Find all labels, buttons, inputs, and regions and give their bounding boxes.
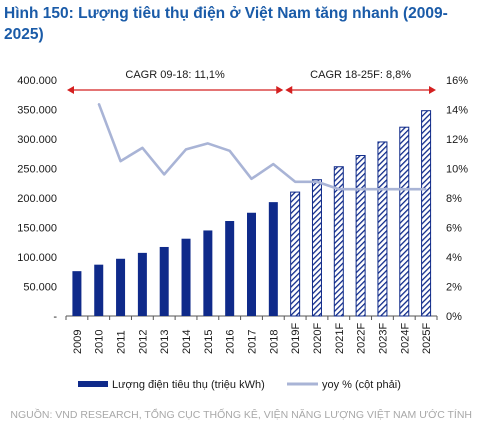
y-right-tick-label: 0%	[446, 311, 462, 323]
forecast-bar	[355, 155, 366, 317]
yoy-point	[338, 188, 340, 190]
x-tick-label: 2025F	[421, 323, 433, 354]
bar	[159, 246, 169, 316]
yoy-point	[141, 147, 143, 149]
bar	[116, 258, 126, 316]
x-tick-label: 2020F	[312, 323, 324, 354]
yoy-point	[250, 178, 253, 180]
cagr-arrow-head-left	[285, 86, 293, 94]
x-tick-label: 2019F	[290, 323, 302, 354]
forecast-bar	[290, 191, 301, 317]
x-tick-label: 2014	[181, 330, 193, 354]
yoy-point	[381, 188, 384, 190]
forecast-bar	[399, 126, 410, 317]
legend-label-bar: Lượng điện tiêu thụ (triệu kWh)	[112, 379, 265, 391]
y-left-tick-label: 100.000	[17, 252, 57, 264]
yoy-point	[207, 142, 209, 145]
bar	[72, 271, 82, 316]
forecast-bar	[333, 166, 344, 317]
forecast-bar	[377, 141, 388, 317]
yoy-point	[425, 188, 427, 190]
y-right-tick-label: 2%	[446, 282, 462, 294]
yoy-line	[97, 103, 427, 191]
legend-label-line: yoy % (cột phải)	[322, 379, 401, 391]
cagr-arrow-head-left	[67, 86, 74, 94]
y-left-tick-label: 350.000	[17, 105, 57, 117]
source-note: NGUỒN: VND RESEARCH, TỔNG CỤC THỐNG KÊ, …	[10, 409, 472, 421]
bar	[225, 221, 235, 316]
x-tick-label: 2012	[137, 330, 149, 354]
yoy-point	[98, 103, 100, 105]
bar	[94, 264, 104, 316]
cagr-arrow-head-right	[429, 86, 436, 94]
x-tick-label: 2024F	[399, 323, 411, 354]
cagr-label: CAGR 18-25F: 8,8%	[310, 69, 411, 81]
x-tick-label: 2010	[94, 330, 106, 354]
y-left-tick-label: 400.000	[17, 75, 57, 87]
y-right-tick-label: 6%	[446, 223, 462, 235]
x-tick-label: 2017	[247, 330, 259, 354]
yoy-point	[403, 188, 405, 190]
y-right-tick-label: 4%	[446, 252, 462, 264]
y-right-tick-label: 10%	[446, 164, 468, 176]
yoy-point	[360, 188, 362, 190]
chart-title: Hình 150: Lượng tiêu thụ điện ở Việt Nam…	[4, 5, 448, 43]
x-tick-label: 2018	[268, 330, 280, 354]
bar	[181, 238, 191, 316]
cagr-arrow-head-right	[276, 86, 284, 94]
legend-swatch-bar	[78, 381, 108, 387]
yoy-point	[229, 150, 231, 152]
y-left-tick-label: 50.000	[23, 282, 57, 294]
x-tick-label: 2021F	[334, 323, 346, 354]
y-right-tick-label: 14%	[446, 105, 468, 117]
bar	[247, 212, 256, 316]
yoy-point	[119, 160, 122, 162]
y-left-tick-label: 150.000	[17, 223, 57, 235]
bar	[268, 202, 278, 316]
x-tick-label: 2023F	[377, 323, 389, 354]
yoy-point	[272, 163, 274, 165]
x-tick-label: 2011	[116, 330, 128, 354]
y-right-tick-label: 8%	[446, 193, 462, 205]
y-right-tick-label: 12%	[446, 134, 468, 146]
yoy-point	[185, 148, 187, 150]
cagr-label: CAGR 09-18: 11,1%	[125, 69, 225, 81]
yoy-point	[316, 181, 318, 183]
x-tick-label: 2013	[159, 330, 171, 354]
bar	[203, 230, 213, 316]
forecast-bar	[311, 179, 322, 317]
y-left-tick-label: 300.000	[17, 134, 57, 146]
y-left-tick-label: 250.000	[17, 164, 57, 176]
x-tick-label: 2016	[225, 330, 237, 354]
forecast-bar	[421, 110, 432, 317]
x-tick-label: 2022F	[356, 323, 368, 354]
y-left-tick-label: 200.000	[17, 193, 57, 205]
x-tick-label: 2015	[203, 330, 215, 354]
yoy-point	[163, 173, 165, 175]
yoy-point	[294, 181, 296, 183]
x-tick-label: 2009	[72, 330, 84, 354]
bar	[137, 252, 147, 316]
y-left-tick-label: -	[53, 311, 57, 323]
y-right-tick-label: 16%	[446, 75, 468, 87]
